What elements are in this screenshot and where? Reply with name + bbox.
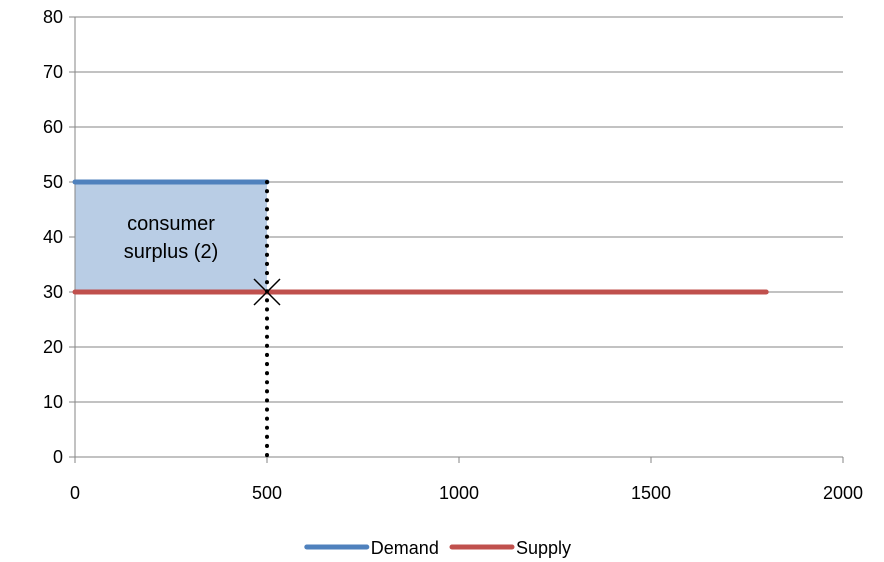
legend-label-demand: Demand bbox=[371, 538, 439, 558]
series-layer bbox=[72, 179, 769, 295]
y-tick-label-40: 40 bbox=[43, 227, 63, 247]
legend-layer: Demand Supply bbox=[304, 538, 571, 558]
y-tick-label-50: 50 bbox=[43, 172, 63, 192]
consumer-surplus-region bbox=[75, 182, 267, 292]
x-tick-label-500: 500 bbox=[252, 483, 282, 503]
overlay-layer: consumer surplus (2) bbox=[124, 180, 281, 459]
legend-label-supply: Supply bbox=[516, 538, 571, 558]
axis-layer: 0 10 20 30 40 50 60 70 80 0 500 1000 1500 2000 bbox=[43, 7, 863, 503]
y-tick-label-0: 0 bbox=[53, 447, 63, 467]
y-tick-label-20: 20 bbox=[43, 337, 63, 357]
annotation-line-1: surplus (2) bbox=[124, 241, 218, 263]
x-tick-label-1500: 1500 bbox=[631, 483, 671, 503]
shaded-region-layer bbox=[75, 182, 267, 292]
equilibrium-marker-stroke-b bbox=[253, 278, 281, 306]
x-tick-label-2000: 2000 bbox=[823, 483, 863, 503]
annotation-line-0: consumer bbox=[127, 213, 215, 235]
x-tick-label-0: 0 bbox=[70, 483, 80, 503]
y-tick-label-60: 60 bbox=[43, 117, 63, 137]
y-tick-label-80: 80 bbox=[43, 7, 63, 27]
x-tick-label-1000: 1000 bbox=[439, 483, 479, 503]
y-tick-label-30: 30 bbox=[43, 282, 63, 302]
y-tick-label-70: 70 bbox=[43, 62, 63, 82]
y-tick-label-10: 10 bbox=[43, 392, 63, 412]
